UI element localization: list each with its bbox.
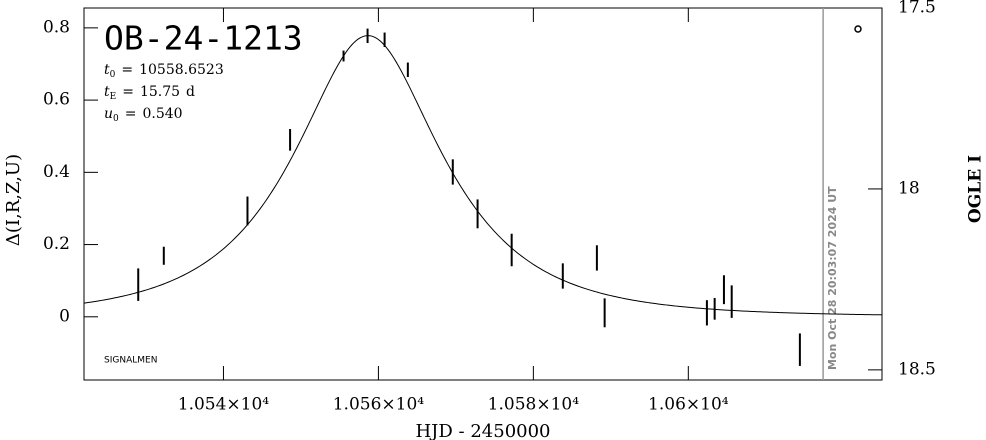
symbol-marker [854,25,862,33]
param-sep: = [125,106,137,122]
y-tick-label: 0.2 [43,234,70,254]
param-sub: 0 [113,114,119,124]
y2-tick-label: 17.5 [898,0,936,18]
x-tick-label: 1.056×10⁴ [333,395,425,415]
param-name: t [104,84,110,100]
y-tick-label: 0.8 [43,17,70,37]
y-axis-label: Δ(I,R,Z,U) [3,154,24,246]
y2-tick-label: 18 [898,178,920,198]
chart-title: OB-24-1213 [104,19,303,58]
param-sub: E [110,92,117,102]
param-sep: = [122,84,134,100]
footnote: SIGNALMEN [104,356,157,366]
model-curve [83,35,883,316]
param: t0 = 10558.6523 [104,62,224,80]
x-tick-label: 1.06×10⁴ [648,395,729,415]
x-tick-label: 1.058×10⁴ [488,395,580,415]
param-value: 15.75 [140,84,180,100]
x-tick-label: 1.054×10⁴ [178,395,270,415]
y2-tick-label: 18.5 [898,359,936,379]
param-value: 0.540 [143,106,183,122]
param-value: 10558.6523 [139,62,224,78]
y-tick-label: 0 [59,306,70,326]
param-name: u [104,106,113,122]
param: u0 = 0.540 [104,106,183,124]
y-tick-label: 0.6 [43,90,70,110]
plot-frame [83,7,883,381]
param-sep: = [121,62,133,78]
param-unit: d [186,84,195,100]
y2-axis-label: OGLE I [966,155,986,223]
annotation-text: Mon Oct 28 20:03:07 2024 UT [826,186,839,370]
y-tick-label: 0.4 [43,162,70,182]
x-axis-label: HJD - 2450000 [415,421,550,440]
param-sub: 0 [110,70,116,80]
param-name: t [104,62,110,78]
param: tE = 15.75 d [104,84,195,102]
